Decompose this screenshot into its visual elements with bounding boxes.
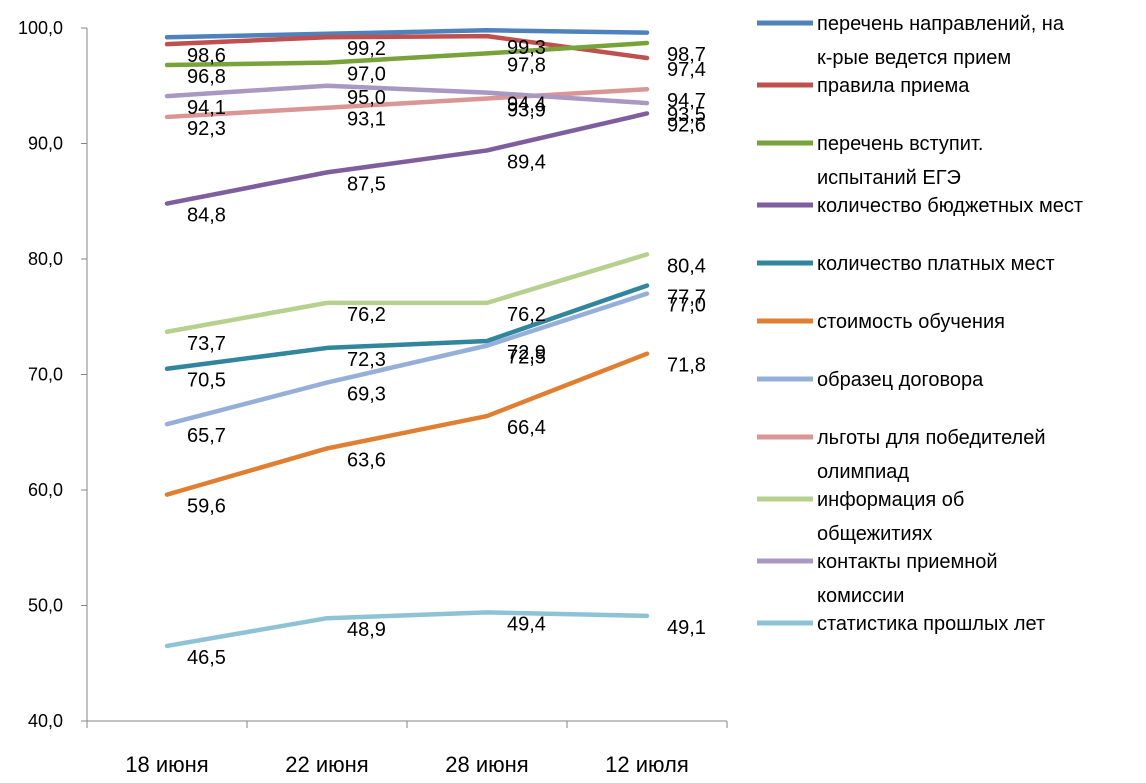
legend-label: образец договора (817, 369, 984, 391)
data-label: 72,3 (347, 349, 386, 371)
data-label: 73,7 (187, 333, 226, 355)
legend-label: перечень вступит. (817, 133, 983, 155)
data-label: 77,0 (667, 295, 706, 317)
data-label: 66,4 (507, 417, 546, 439)
legend-label: информация об (817, 489, 964, 511)
y-tick-label: 80,0 (28, 249, 63, 269)
series-line-9 (164, 83, 650, 106)
y-tick-label: 60,0 (28, 480, 63, 500)
data-label: 63,6 (347, 449, 386, 471)
series-line-8 (164, 252, 650, 335)
data-label: 87,5 (347, 173, 386, 195)
legend-label: контакты приемной (817, 551, 998, 573)
y-tick-label: 50,0 (28, 596, 63, 616)
legend-label: статистика прошлых лет (817, 613, 1045, 635)
data-label: 80,4 (667, 255, 706, 277)
data-label: 94,1 (187, 97, 226, 119)
y-tick-label: 70,0 (28, 365, 63, 385)
data-label: 76,2 (347, 304, 386, 326)
data-label: 49,1 (667, 617, 706, 639)
data-label: 94,7 (667, 90, 706, 112)
legend-label: перечень направлений, на (817, 13, 1065, 35)
data-label: 89,4 (507, 151, 546, 173)
legend-label: комиссии (817, 585, 904, 607)
legend-label: олимпиад (817, 461, 909, 483)
data-label: 72,5 (507, 347, 546, 369)
data-label: 92,6 (667, 114, 706, 136)
series-line-0 (164, 28, 650, 40)
data-label: 46,5 (187, 647, 226, 669)
data-label: 65,7 (187, 425, 226, 447)
data-label: 49,4 (507, 613, 546, 635)
data-label: 84,8 (187, 205, 226, 227)
data-label: 93,1 (347, 109, 386, 131)
data-label: 70,5 (187, 370, 226, 392)
y-tick-label: 40,0 (28, 711, 63, 731)
legend-label: стоимость обучения (817, 311, 1005, 333)
x-tick-label: 22 июня (285, 752, 368, 777)
data-label: 97,8 (507, 54, 546, 76)
data-label: 76,2 (507, 304, 546, 326)
data-label: 96,8 (187, 66, 226, 88)
data-label: 93,9 (507, 99, 546, 121)
data-label: 95,0 (347, 87, 386, 109)
legend-label: количество бюджетных мест (817, 195, 1083, 217)
legend-label: к-рые ведется прием (817, 47, 1011, 69)
legend-label: испытаний ЕГЭ (817, 167, 961, 189)
data-label: 97,4 (667, 59, 706, 81)
legend-label: количество платных мест (817, 253, 1055, 275)
data-label: 97,0 (347, 64, 386, 86)
data-label: 77,7 (667, 287, 706, 309)
data-label: 94,4 (507, 94, 546, 116)
legend-label: льготы для победителей (817, 427, 1046, 449)
series-line-3 (164, 111, 650, 206)
data-label: 98,6 (187, 45, 226, 67)
y-tick-label: 100,0 (18, 18, 63, 38)
data-label: 69,3 (347, 384, 386, 406)
data-label: 98,7 (667, 44, 706, 66)
data-label: 48,9 (347, 619, 386, 641)
x-tick-label: 12 июля (605, 752, 689, 777)
series-line-6 (164, 291, 650, 427)
legend-label: общежитиях (817, 523, 932, 545)
series-line-2 (164, 40, 650, 68)
data-label: 99,2 (347, 38, 386, 60)
series-line-5 (164, 351, 650, 497)
data-label: 72,9 (507, 342, 546, 364)
series-line-4 (164, 283, 650, 371)
legend-label: правила приема (817, 75, 970, 97)
data-label: 93,5 (667, 104, 706, 126)
y-tick-label: 90,0 (28, 134, 63, 154)
series-line-7 (164, 86, 650, 120)
series-line-10 (164, 610, 650, 649)
x-tick-label: 18 июня (125, 752, 208, 777)
x-tick-label: 28 июня (445, 752, 528, 777)
data-label: 92,3 (187, 118, 226, 140)
data-label: 59,6 (187, 496, 226, 518)
data-label: 71,8 (667, 355, 706, 377)
data-label: 99,3 (507, 37, 546, 59)
